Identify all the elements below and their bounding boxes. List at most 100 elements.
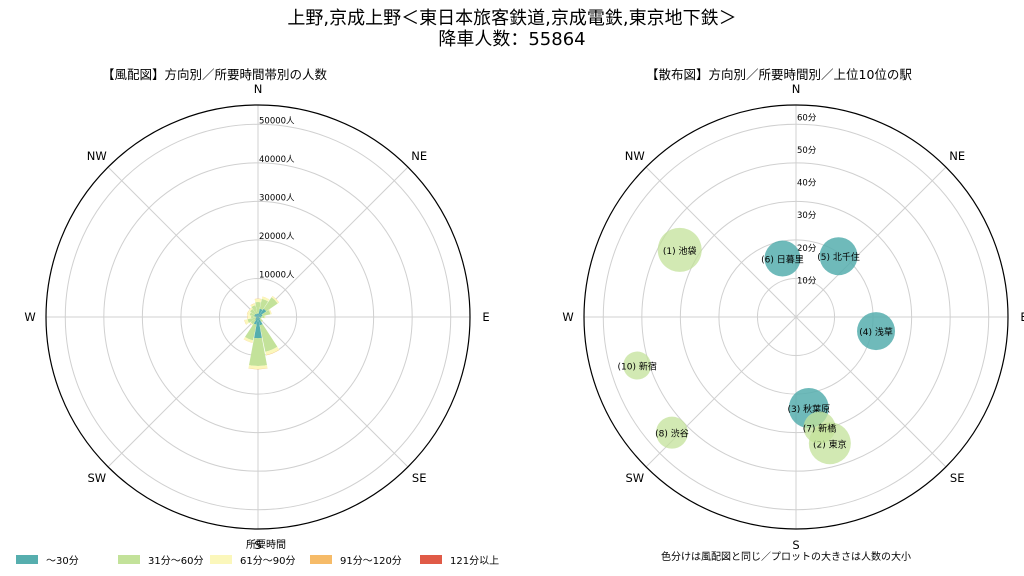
scatter-point bbox=[655, 416, 688, 449]
windrose-bar bbox=[259, 298, 269, 310]
scatter-point-label: (7) 新橋 bbox=[803, 423, 837, 435]
windrose-bar bbox=[248, 365, 268, 370]
scatter-point-label: (1) 池袋 bbox=[663, 245, 697, 257]
windrose-grid-spoke bbox=[257, 316, 409, 468]
legend-swatch bbox=[310, 555, 332, 564]
windrose-compass-label: SE bbox=[412, 471, 427, 485]
scatter-point-label: (6) 日暮里 bbox=[761, 253, 804, 265]
windrose-bar bbox=[246, 310, 249, 315]
legend-item-61-90: 61分〜90分 bbox=[210, 552, 295, 567]
windrose-bar bbox=[248, 368, 268, 370]
windrose-bar bbox=[258, 314, 263, 317]
windrose-bar bbox=[256, 316, 258, 318]
windrose-bar bbox=[258, 317, 263, 326]
windrose-bar bbox=[244, 319, 247, 325]
windrose-bar bbox=[250, 303, 256, 306]
scatter-point-label: (10) 新宿 bbox=[618, 361, 657, 373]
windrose-radial-tick-label: 50000人 bbox=[259, 116, 295, 126]
windrose-bar bbox=[260, 317, 262, 320]
windrose-bar bbox=[254, 298, 262, 303]
windrose-bar bbox=[258, 308, 267, 317]
windrose-bar bbox=[249, 337, 267, 366]
windrose-compass-label: W bbox=[24, 310, 35, 324]
windrose-compass-label: E bbox=[482, 310, 489, 324]
scatter-compass-label: SE bbox=[950, 471, 965, 485]
legend-title: 所要時間 bbox=[246, 540, 286, 551]
windrose-bar bbox=[258, 317, 260, 318]
windrose-bar bbox=[248, 307, 252, 311]
legend-swatch bbox=[16, 555, 38, 564]
legend-label: 31分〜60分 bbox=[148, 556, 204, 567]
windrose-compass-label: NW bbox=[87, 149, 107, 163]
windrose-bar bbox=[250, 318, 257, 325]
scatter-point bbox=[803, 411, 836, 444]
windrose-bar bbox=[258, 317, 262, 319]
windrose-bar bbox=[247, 310, 251, 316]
windrose-outer-ring bbox=[45, 104, 471, 530]
scatter-outer-ring bbox=[583, 104, 1009, 530]
windrose-bar bbox=[255, 317, 258, 319]
windrose-bar bbox=[243, 337, 254, 343]
legend-item-31-60: 31分〜60分 bbox=[118, 552, 203, 567]
legend-swatch bbox=[118, 555, 140, 564]
scatter-grid-spoke bbox=[645, 166, 797, 318]
windrose-bar bbox=[264, 315, 266, 319]
windrose-bar bbox=[244, 319, 249, 325]
windrose-bar bbox=[250, 309, 256, 315]
scatter-radial-tick-label: 30分 bbox=[797, 211, 817, 221]
legend-item-under30: 〜30分 bbox=[16, 552, 79, 567]
windrose-bar bbox=[268, 309, 272, 315]
windrose-bar bbox=[254, 317, 262, 339]
legend-label: 91分〜120分 bbox=[340, 556, 402, 567]
scatter-compass-label: S bbox=[792, 538, 799, 552]
windrose-bar bbox=[261, 315, 265, 319]
windrose-bar bbox=[254, 298, 262, 300]
windrose-bar bbox=[258, 317, 261, 320]
windrose-bar bbox=[244, 323, 257, 341]
scatter-radial-tick-label: 50分 bbox=[797, 146, 817, 156]
scatter-radial-tick-label: 40分 bbox=[797, 179, 817, 189]
scatter-point bbox=[819, 237, 858, 276]
windrose-compass-label: NE bbox=[411, 149, 427, 163]
windrose-bar bbox=[243, 338, 253, 343]
windrose-bar bbox=[251, 315, 257, 319]
legend: 所要時間 〜30分 31分〜60分 61分〜90分 91分〜120分 121分以… bbox=[10, 536, 570, 576]
scatter-compass-label: W bbox=[562, 310, 573, 324]
legend-label: 121分以上 bbox=[450, 556, 500, 567]
windrose-bar bbox=[253, 317, 258, 325]
scatter-compass-label: E bbox=[1020, 310, 1024, 324]
scatter-radial-tick-label: 60分 bbox=[797, 113, 817, 123]
windrose-bar bbox=[255, 317, 258, 320]
scatter-grid-spoke bbox=[795, 316, 947, 468]
scatter-point-label: (8) 渋谷 bbox=[655, 428, 689, 440]
scatter-compass-label: SW bbox=[625, 471, 644, 485]
windrose-bar bbox=[247, 315, 252, 319]
windrose-bar bbox=[261, 310, 271, 317]
scatter-point-label: (5) 北千住 bbox=[817, 251, 860, 263]
windrose-bar bbox=[254, 314, 258, 317]
windrose-bar bbox=[271, 296, 279, 304]
windrose-radial-tick-label: 10000人 bbox=[259, 270, 295, 280]
windrose-bar bbox=[269, 309, 272, 315]
windrose-bar bbox=[258, 308, 263, 317]
scatter-compass-label: NW bbox=[625, 149, 645, 163]
windrose-bar bbox=[249, 312, 255, 317]
windrose-compass-label: SW bbox=[87, 471, 106, 485]
windrose-radial-tick-label: 30000人 bbox=[259, 193, 295, 203]
windrose-bar bbox=[259, 318, 263, 322]
legend-item-over121: 121分以上 bbox=[420, 552, 499, 567]
windrose-radial-tick-label: 40000人 bbox=[259, 155, 295, 165]
scatter-subtitle: 【散布図】方向別／所要時間別／上位10位の駅 bbox=[646, 67, 912, 82]
chart-title-line2: 降車人数：55864 bbox=[438, 29, 586, 50]
windrose-bar bbox=[261, 317, 262, 320]
windrose-grid-spoke bbox=[107, 316, 259, 468]
windrose-bar bbox=[257, 313, 259, 317]
windrose-bar bbox=[249, 322, 253, 326]
scatter-grid-spoke bbox=[795, 166, 947, 318]
legend-swatch bbox=[420, 555, 442, 564]
scatter-compass-label: NE bbox=[949, 149, 965, 163]
windrose-bar bbox=[266, 349, 280, 356]
windrose-bar bbox=[263, 297, 278, 312]
windrose-bar bbox=[251, 305, 258, 315]
